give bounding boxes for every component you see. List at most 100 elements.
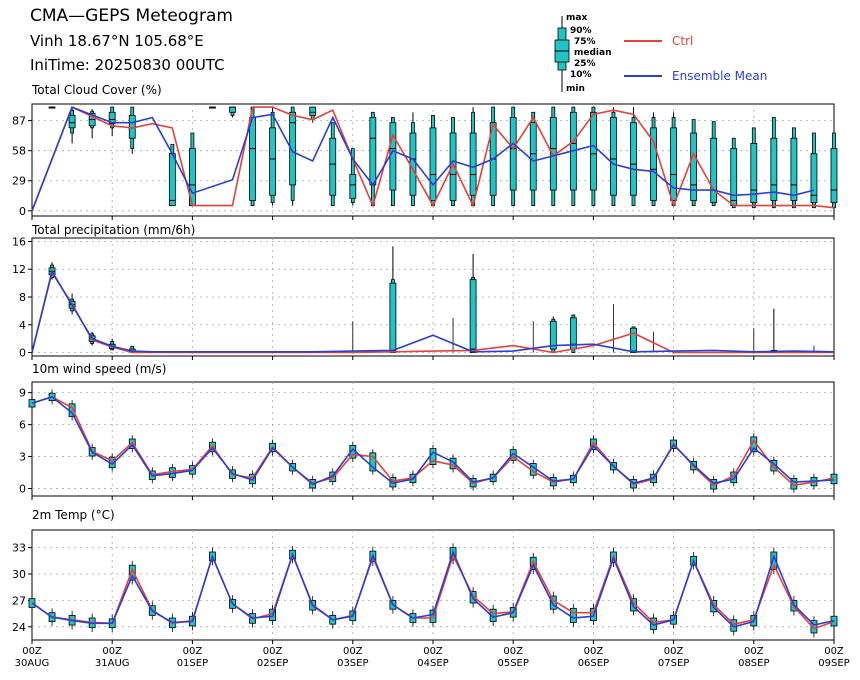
- legend-ctrl-label: Ctrl: [672, 34, 693, 48]
- x-tick-label-hour: 00Z: [102, 646, 122, 657]
- panel-title: 10m wind speed (m/s): [32, 362, 166, 376]
- legend-box-glyph: [554, 16, 570, 92]
- y-tick-label: 0: [19, 347, 26, 360]
- legend-box-label: median: [574, 48, 612, 58]
- y-tick-label: 27: [12, 594, 26, 607]
- box-inner: [309, 106, 317, 116]
- panel-title: 2m Temp (°C): [32, 508, 115, 522]
- init-time-label: IniTime: 20250830 00UTC: [30, 56, 225, 74]
- y-tick-label: 8: [19, 291, 26, 304]
- x-tick-label-date: 03SEP: [337, 658, 368, 669]
- box-inner: [750, 143, 758, 203]
- ensemble-box: [569, 314, 577, 353]
- box-inner: [28, 399, 36, 408]
- box-inner: [469, 132, 477, 196]
- y-tick-label: 16: [12, 235, 26, 248]
- legend-box-label: max: [566, 13, 587, 23]
- ensemble-box: [770, 547, 778, 574]
- panel-1: [28, 237, 835, 360]
- ensemble-box: [650, 112, 657, 207]
- legend-box-label: 10%: [570, 70, 592, 80]
- y-tick-label: 58: [12, 145, 26, 158]
- box-inner: [670, 127, 677, 201]
- x-tick-label-date: 07SEP: [658, 658, 689, 669]
- box-inner: [108, 111, 116, 125]
- legend-box-label: 25%: [574, 59, 596, 69]
- legend-box-label: 90%: [570, 26, 592, 36]
- box-inner: [529, 122, 537, 191]
- y-tick-label: 9: [19, 387, 26, 400]
- x-tick-label-date: 05SEP: [497, 658, 528, 669]
- box-inner: [389, 282, 397, 353]
- x-tick-label-hour: 00Z: [183, 646, 203, 657]
- box-inner: [610, 117, 617, 196]
- y-tick-label: 3: [19, 451, 26, 464]
- ensemble-box: [108, 338, 116, 351]
- ensemble-box: [128, 560, 136, 585]
- ensemble-box: [469, 253, 477, 353]
- y-tick-label: 0: [19, 205, 26, 218]
- box-inner: [68, 115, 76, 129]
- ensemble-box: [289, 106, 297, 206]
- panel-2: [28, 381, 838, 500]
- ensemble-box: [229, 106, 236, 118]
- box-inner: [790, 478, 798, 490]
- legend-ensemble-label: Ensemble Mean: [672, 69, 767, 83]
- ensemble-box: [329, 122, 337, 207]
- box-inner: [269, 127, 277, 196]
- box-inner: [690, 132, 698, 201]
- box-inner: [389, 122, 397, 191]
- ensemble-box: [469, 107, 477, 207]
- box-inner: [770, 551, 778, 571]
- ensemble-box: [770, 117, 778, 209]
- x-tick-label-hour: 00Z: [584, 646, 604, 657]
- box-inner: [549, 320, 557, 350]
- box-inner: [509, 117, 517, 191]
- ensemble-box: [770, 308, 778, 353]
- x-tick-label-date: 01SEP: [177, 658, 208, 669]
- ensemble-box: [569, 106, 577, 207]
- chart-title: CMA—GEPS Meteogram: [30, 6, 233, 26]
- ensemble-mean-line: [31, 269, 835, 353]
- x-tick-label-hour: 00Z: [664, 646, 684, 657]
- box-inner: [409, 132, 417, 196]
- x-tick-label-date: 04SEP: [417, 658, 448, 669]
- legend-box-label: min: [566, 84, 585, 94]
- box-inner: [429, 127, 437, 201]
- box-inner: [449, 132, 457, 201]
- box-inner: [790, 137, 798, 201]
- y-tick-label: 30: [12, 568, 26, 581]
- x-tick-label-date: 02SEP: [257, 658, 288, 669]
- y-tick-label: 24: [12, 621, 26, 634]
- ensemble-mean-line: [31, 106, 815, 212]
- ensemble-box: [389, 246, 397, 353]
- ctrl-line: [31, 396, 835, 487]
- x-tick-label-date: 09SEP: [818, 658, 849, 669]
- y-tick-label: 33: [12, 542, 26, 555]
- x-tick-label-date: 06SEP: [578, 658, 609, 669]
- ensemble-box: [710, 121, 718, 207]
- x-tick-label-hour: 00Z: [744, 646, 764, 657]
- ensemble-box: [610, 107, 617, 207]
- box-inner: [710, 137, 718, 203]
- legend-box-label: 75%: [574, 37, 596, 47]
- y-tick-label: 87: [12, 115, 26, 128]
- x-tick-label-hour: 00Z: [824, 646, 844, 657]
- ensemble-box: [429, 115, 437, 207]
- box-inner: [569, 607, 577, 623]
- box-inner: [770, 137, 778, 201]
- ensemble-box: [88, 109, 96, 139]
- ensemble-box: [670, 112, 677, 207]
- ensemble-box: [369, 111, 377, 207]
- ensemble-box: [389, 117, 397, 207]
- ensemble-box: [509, 106, 517, 207]
- ensemble-box: [730, 137, 738, 209]
- ensemble-box: [810, 132, 818, 209]
- ensemble-box: [790, 474, 798, 493]
- ensemble-box: [369, 449, 377, 475]
- box-inner: [730, 148, 738, 207]
- ensemble-box: [630, 107, 637, 207]
- ensemble-box: [790, 127, 798, 209]
- box-inner: [630, 327, 637, 353]
